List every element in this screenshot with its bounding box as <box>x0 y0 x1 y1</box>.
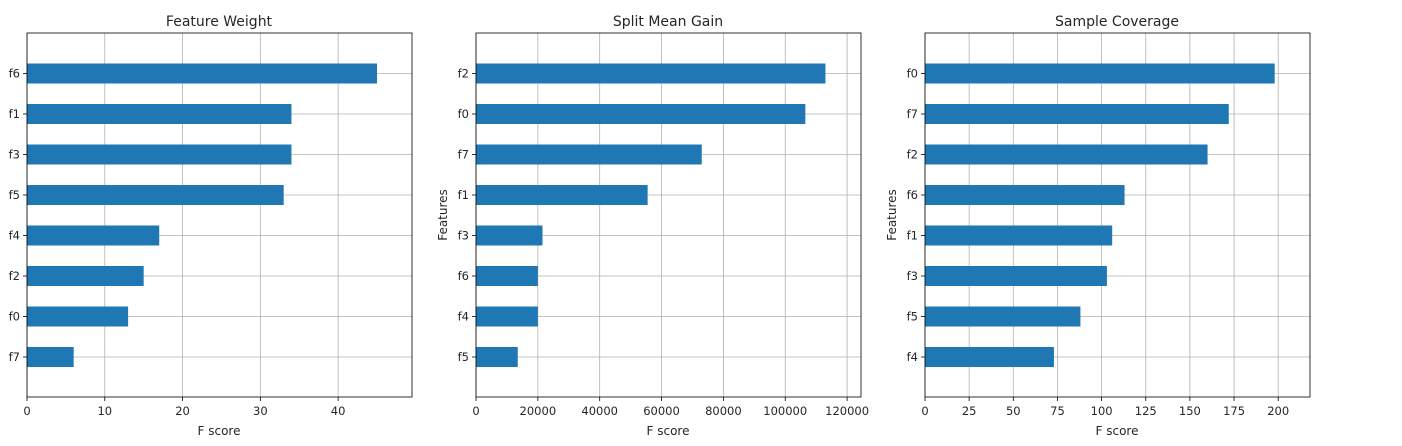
y-tick-label-f2: f2 <box>458 67 469 81</box>
grid <box>475 33 861 397</box>
bar-f6 <box>476 266 538 286</box>
bar-f7 <box>925 104 1229 124</box>
bar-f5 <box>27 185 284 205</box>
bar-f2 <box>476 63 826 84</box>
y-tick-label-f3: f3 <box>907 269 918 283</box>
x-tick-label: 10 <box>97 404 112 418</box>
bar-f2 <box>27 266 144 286</box>
bar-f4 <box>925 347 1054 367</box>
x-tick-label: 60000 <box>643 404 680 418</box>
axes-frame <box>26 32 413 398</box>
x-tick-label: 120000 <box>825 404 869 418</box>
bars <box>925 63 1275 367</box>
x-tick-label: 80000 <box>705 404 742 418</box>
x-axis-label: F score <box>198 424 241 438</box>
y-tick-label-f0: f0 <box>9 310 20 324</box>
sample-coverage-panel: Sample Coverage F score Features 0 25 50 75… <box>885 14 1311 438</box>
x-tick-label: 200 <box>1267 404 1289 418</box>
y-tick-label-f4: f4 <box>458 310 469 324</box>
y-tick-label-f6: f6 <box>907 188 918 202</box>
x-tick-label: 0 <box>23 404 30 418</box>
x-tick-label: 40 <box>331 404 346 418</box>
y-tick-label-f5: f5 <box>9 188 20 202</box>
bar-f3 <box>27 144 292 165</box>
x-tick-label: 0 <box>921 404 928 418</box>
y-tick-label-f0: f0 <box>907 67 918 81</box>
y-tick-label-f2: f2 <box>9 269 20 283</box>
chart-title: Feature Weight <box>166 14 273 30</box>
y-ticks: f0 f7 f2 f6 f1 f3 f5 f4 <box>907 67 925 364</box>
x-tick-label: 25 <box>962 404 977 418</box>
y-tick-label-f1: f1 <box>907 229 918 243</box>
y-tick-label-f7: f7 <box>907 107 918 121</box>
bar-f5 <box>476 347 518 367</box>
y-tick-label-f1: f1 <box>458 188 469 202</box>
bar-f0 <box>925 63 1275 84</box>
y-tick-label-f5: f5 <box>458 350 469 364</box>
x-ticks: 0 25 50 75 100 125 150 175 200 <box>921 397 1289 418</box>
bar-f1 <box>27 104 292 124</box>
bar-f3 <box>925 266 1107 286</box>
feature-weight-panel: Feature Weight F score 0 10 20 30 40 f6 f1 f3 f5… <box>9 14 413 438</box>
x-axis-label: F score <box>647 424 690 438</box>
x-tick-label: 75 <box>1050 404 1065 418</box>
bars <box>27 63 377 367</box>
bars <box>476 63 826 367</box>
y-tick-label-f3: f3 <box>9 148 20 162</box>
y-tick-label-f7: f7 <box>458 148 469 162</box>
bar-f0 <box>476 104 806 124</box>
x-tick-label: 40000 <box>581 404 618 418</box>
y-tick-label-f4: f4 <box>9 229 20 243</box>
bar-f6 <box>925 185 1125 205</box>
y-tick-label-f4: f4 <box>907 350 918 364</box>
y-tick-label-f5: f5 <box>907 310 918 324</box>
bar-f3 <box>476 225 543 246</box>
bar-f6 <box>27 63 377 84</box>
bar-f1 <box>476 185 648 205</box>
chart-title: Split Mean Gain <box>613 14 723 30</box>
y-axis-label: Features <box>885 189 899 241</box>
bar-f7 <box>476 144 702 165</box>
y-tick-label-f6: f6 <box>9 67 20 81</box>
y-tick-label-f7: f7 <box>9 350 20 364</box>
bar-f5 <box>925 306 1081 327</box>
y-tick-label-f6: f6 <box>458 269 469 283</box>
x-tick-label: 100 <box>1091 404 1113 418</box>
y-tick-label-f1: f1 <box>9 107 20 121</box>
y-ticks: f2 f0 f7 f1 f3 f6 f4 f5 <box>458 67 476 364</box>
bar-f2 <box>925 144 1208 165</box>
chart-title: Sample Coverage <box>1055 14 1179 30</box>
x-ticks: 0 20000 40000 60000 80000 100000 120000 <box>472 397 869 418</box>
y-tick-label-f0: f0 <box>458 107 469 121</box>
x-tick-label: 50 <box>1006 404 1021 418</box>
bar-f1 <box>925 225 1113 246</box>
y-tick-label-f3: f3 <box>458 229 469 243</box>
x-axis-label: F score <box>1096 424 1139 438</box>
x-tick-label: 175 <box>1223 404 1245 418</box>
axes-frame <box>475 32 862 398</box>
bar-f4 <box>476 306 538 327</box>
x-tick-label: 0 <box>472 404 479 418</box>
bar-f4 <box>27 225 160 246</box>
bar-f0 <box>27 306 129 327</box>
grid <box>26 33 412 397</box>
y-axis-label: Features <box>436 189 450 241</box>
x-tick-label: 125 <box>1135 404 1157 418</box>
bar-f7 <box>27 347 74 367</box>
y-ticks: f6 f1 f3 f5 f4 f2 f0 f7 <box>9 67 27 364</box>
x-tick-label: 20000 <box>520 404 557 418</box>
split-mean-gain-panel: Split Mean Gain F score Features 0 20000 4… <box>436 14 869 438</box>
x-tick-label: 20 <box>175 404 190 418</box>
y-tick-label-f2: f2 <box>907 148 918 162</box>
x-tick-label: 150 <box>1179 404 1201 418</box>
grid <box>924 33 1310 397</box>
x-tick-label: 100000 <box>763 404 807 418</box>
x-tick-label: 30 <box>253 404 268 418</box>
x-ticks: 0 10 20 30 40 <box>23 397 345 418</box>
axes-frame <box>924 32 1311 398</box>
